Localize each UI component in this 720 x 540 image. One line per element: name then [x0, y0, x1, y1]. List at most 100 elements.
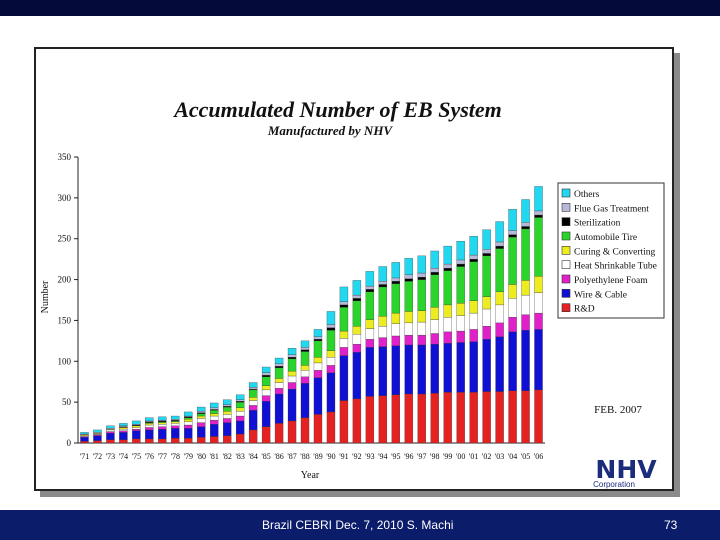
bar-segment: [365, 285, 375, 290]
bar-segment: [300, 383, 310, 418]
bar-segment: [456, 266, 465, 304]
bar-segment: [378, 325, 388, 338]
bar-segment: [326, 357, 336, 366]
bar-segment: [456, 303, 465, 316]
bar-segment: [132, 420, 141, 425]
legend-swatch: [561, 203, 571, 212]
bar-segment: [443, 270, 452, 306]
bar-segment: [339, 307, 349, 332]
bar-segment: [93, 429, 102, 433]
y-tick-label: 100: [58, 356, 72, 366]
x-tick-label: '82: [222, 452, 231, 461]
x-tick-label: '74: [119, 452, 128, 461]
bar-segment: [93, 440, 102, 444]
bar-segment: [300, 376, 310, 384]
bar-segment: [184, 421, 193, 426]
legend-label: Polyethylene Foam: [574, 276, 648, 286]
bar-segment: [404, 278, 413, 282]
bar-segment: [197, 426, 206, 438]
bar-segment: [197, 410, 206, 413]
x-tick-label: '03: [495, 452, 504, 461]
bar-segment: [106, 425, 115, 429]
bar-segment: [365, 291, 375, 320]
bar-segment: [521, 314, 530, 331]
bar-segment: [482, 308, 491, 327]
bar-segment: [274, 357, 284, 364]
x-tick-label: '85: [261, 452, 270, 461]
bar-segment: [248, 400, 258, 406]
bar-segment: [235, 394, 245, 400]
bar-segment: [469, 254, 478, 260]
bar-segment: [326, 372, 336, 413]
bar-segment: [313, 329, 323, 337]
legend-box: [557, 182, 665, 319]
bar-segment: [482, 253, 491, 257]
bar-segment: [443, 392, 452, 444]
bar-segment: [145, 429, 154, 440]
bar-segment: [456, 392, 465, 444]
bar-segment: [184, 428, 193, 439]
bar-segment: [443, 317, 452, 333]
bar-segment: [352, 294, 362, 299]
top-bar: [0, 0, 720, 16]
bar-segment: [287, 420, 297, 444]
bar-segment: [80, 432, 89, 435]
x-tick-label: '86: [274, 452, 283, 461]
bar-segment: [248, 387, 258, 390]
bar-segment: [197, 437, 206, 444]
bar-segment: [274, 382, 284, 389]
bar-segment: [197, 418, 206, 423]
bar-segment: [300, 351, 310, 366]
bar-segment: [223, 406, 232, 412]
bar-segment: [508, 298, 517, 318]
bar-segment: [365, 396, 375, 444]
bar-segment: [261, 395, 271, 402]
bar-segment: [456, 330, 465, 343]
x-tick-label: '93: [365, 452, 374, 461]
x-tick-label: '04: [508, 452, 517, 461]
x-tick-label: '81: [209, 452, 218, 461]
legend-label: Automobile Tire: [574, 233, 637, 243]
bar-segment: [521, 294, 530, 315]
bar-segment: [210, 424, 219, 437]
bar-segment: [495, 221, 504, 243]
legend-label: Curing & Converting: [574, 247, 656, 257]
legend-swatch: [561, 231, 571, 241]
bar-segment: [300, 365, 310, 371]
bar-segment: [352, 352, 362, 400]
x-tick-label: '97: [417, 452, 426, 461]
bar-segment: [508, 390, 517, 444]
bar-segment: [378, 316, 388, 327]
chart-title: Accumulated Number of EB System: [172, 97, 502, 122]
y-tick-label: 150: [58, 315, 72, 325]
bar-segment: [430, 343, 439, 394]
bar-segment: [313, 377, 323, 415]
bar-segment: [158, 426, 167, 430]
legend-swatch: [561, 289, 571, 298]
legend-swatch: [561, 303, 571, 312]
bar-segment: [274, 388, 284, 395]
bar-segment: [508, 284, 517, 299]
bar-segment: [158, 428, 167, 440]
bar-segment: [352, 325, 362, 335]
bar-segment: [495, 322, 504, 337]
bar-segment: [391, 283, 400, 314]
x-tick-label: '88: [300, 452, 309, 461]
bar-segment: [326, 324, 336, 328]
bar-segment: [469, 261, 478, 301]
x-tick-label: '02: [482, 452, 491, 461]
bar-segment: [469, 312, 478, 330]
bar-segment: [404, 274, 413, 279]
x-tick-label: '91: [339, 452, 348, 461]
bar-segment: [171, 425, 180, 429]
y-tick-label: 350: [58, 152, 72, 162]
bar-segment: [287, 382, 297, 390]
bar-segment: [274, 366, 284, 368]
bar-segment: [404, 334, 413, 346]
bar-segment: [287, 375, 297, 383]
bar-segment: [404, 344, 413, 395]
bar-segment: [326, 350, 336, 358]
bar-segment: [352, 334, 362, 345]
bar-segment: [339, 355, 349, 401]
x-tick-label: '71: [80, 452, 89, 461]
